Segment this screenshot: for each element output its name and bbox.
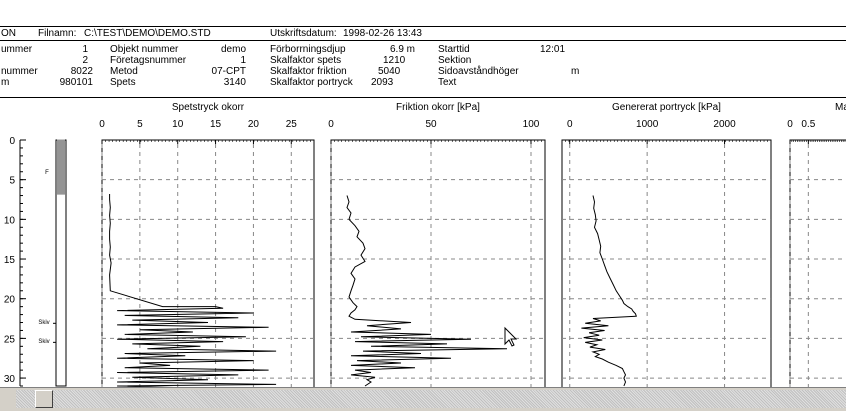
friction-title: Friktion okorr [kPa]	[396, 102, 480, 113]
tip-resistance-x-tick-label: 10	[172, 119, 184, 130]
info-label: Spets	[110, 77, 136, 88]
predrill-marker: F	[45, 170, 49, 176]
file-value: C:\TEST\DEMO\DEMO.STD	[84, 28, 211, 39]
info-value: 3140	[223, 77, 246, 88]
matrix-x-tick-label: 0	[787, 119, 793, 130]
scroll-track[interactable]	[16, 390, 846, 408]
info-value: demo	[220, 44, 246, 55]
info-label: Sektion	[438, 55, 472, 66]
info-value: 07-CPT	[211, 66, 246, 77]
info-value: 2	[82, 55, 88, 66]
depth-tick-label: 0	[9, 136, 15, 147]
sounding-chart: 0 5 10 15 20 25 30 F Skiv Skiv 0 5 10 15 20 25 Spetstryc…	[4, 102, 846, 387]
scroll-thumb[interactable]	[35, 390, 53, 408]
info-label: Text	[438, 77, 457, 88]
info-label: ummer	[1, 44, 33, 55]
header-title-line: ON Filnamn: C:\TEST\DEMO\DEMO.STD Utskri…	[0, 27, 846, 41]
program-name: ON	[1, 28, 16, 39]
mouse-cursor-icon	[504, 326, 518, 347]
friction-x-tick-label: 50	[425, 119, 437, 130]
pore-pressure-x-tick-label: 2000	[713, 119, 736, 130]
depth-tick-label: 20	[4, 295, 16, 306]
info-label: Företagsnummer	[110, 55, 187, 66]
info-label: Objekt nummer	[110, 44, 179, 55]
matrix-x-tick-label: 0.5	[801, 119, 815, 130]
matrix-panel-frame	[789, 139, 846, 387]
tip-resistance-x-tick-label: 5	[137, 119, 143, 130]
friction-x-tick-label: 100	[523, 119, 540, 130]
info-label: Metod	[110, 66, 138, 77]
depth-tick-label: 5	[9, 176, 15, 187]
tip-resistance-x-tick-label: 0	[99, 119, 105, 130]
info-label: m	[1, 77, 10, 88]
depth-tick-label: 30	[4, 374, 16, 385]
sounding-plot-area: 0 5 10 15 20 25 30 F Skiv Skiv 0 5 10 15 20 25 Spetstryc…	[0, 97, 846, 387]
info-label: nummer	[1, 66, 38, 77]
info-value: 1	[240, 55, 246, 66]
info-value: 2093	[371, 77, 394, 88]
friction-x-tick-label: 0	[328, 119, 334, 130]
friction-panel-frame	[330, 139, 546, 387]
info-label: Skalfaktor spets	[270, 55, 342, 66]
info-value: 12:01	[540, 44, 566, 55]
tip-resistance-x-tick-label: 20	[248, 119, 260, 130]
depth-tick-label: 10	[4, 215, 16, 226]
tip-resistance-x-tick-label: 15	[210, 119, 222, 130]
info-value: 8022	[70, 66, 93, 77]
info-label: Skalfaktor friktion	[270, 66, 347, 77]
pore-pressure-x-tick-label: 1000	[636, 119, 659, 130]
info-label: Sidoavståndhöger	[438, 66, 519, 77]
info-label: Starttid	[438, 44, 470, 55]
predrill-pattern	[57, 140, 65, 195]
info-value: 1210	[383, 55, 406, 66]
friction-series-line	[346, 195, 508, 387]
info-value: 1	[82, 44, 88, 55]
info-value: 980101	[59, 77, 93, 88]
info-value: 5040	[378, 66, 401, 77]
layer-annotation: Skiv	[38, 320, 49, 326]
pore-pressure-x-tick-label: 0	[567, 119, 573, 130]
horizontal-scrollbar[interactable]	[0, 387, 846, 411]
pore-pressure-series-line	[581, 195, 637, 387]
layer-annotation: Skiv	[38, 339, 49, 345]
info-value: m	[571, 66, 580, 77]
tip-resistance-x-tick-label: 25	[286, 119, 298, 130]
info-label: Förborrningsdjup	[270, 44, 346, 55]
pore-pressure-panel-frame	[561, 139, 772, 387]
tip-resistance-title: Spetstryck okorr	[172, 102, 245, 113]
tip-resistance-panel-frame	[101, 139, 315, 387]
pore-pressure-title: Genererat portryck [kPa]	[612, 102, 721, 113]
file-label: Filnamn:	[38, 28, 77, 39]
matrix-title: Matr	[835, 102, 846, 113]
depth-tick-label: 15	[4, 255, 16, 266]
depth-tick-label: 25	[4, 334, 16, 345]
print-date-label: Utskriftsdatum:	[270, 28, 337, 39]
scroll-left-button[interactable]	[0, 390, 16, 408]
blank-top-area	[0, 0, 846, 26]
info-label: Skalfaktor portryck	[270, 77, 353, 88]
tip-resistance-series-line	[109, 194, 277, 387]
print-date-value: 1998-02-26 13:43	[343, 28, 422, 39]
info-value: 6.9 m	[389, 44, 415, 55]
report-header: ON Filnamn: C:\TEST\DEMO\DEMO.STD Utskri…	[0, 26, 846, 98]
